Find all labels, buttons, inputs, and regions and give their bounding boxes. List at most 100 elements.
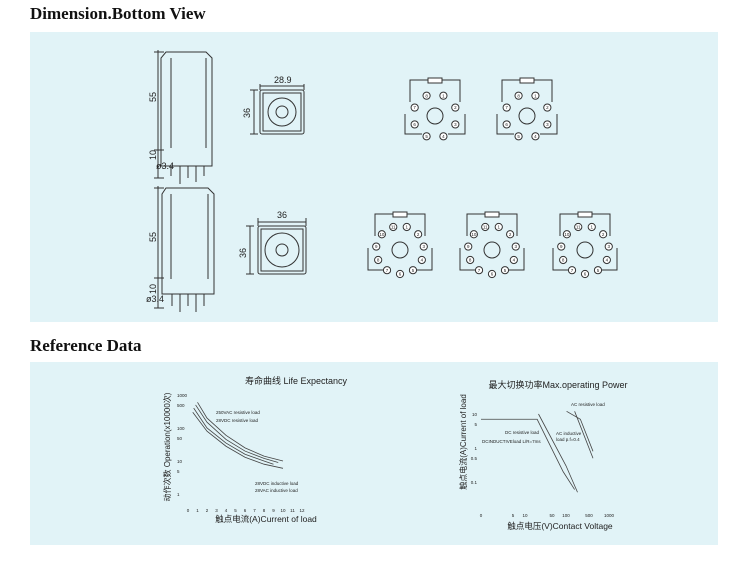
pin-4 [439,132,448,141]
pin-label: 4 [606,258,609,263]
annotation: 28VDC inductive load [255,481,299,486]
pin-label: 2 [454,105,457,110]
pin-label: 5 [517,134,520,139]
pin-6 [580,269,590,279]
pin-label: 1 [591,225,594,230]
x-tick-label: 10 [280,508,286,513]
pin-7 [382,266,392,275]
y-tick-label: 5 [177,469,180,474]
pin-label: 3 [422,244,425,249]
pin-label: 10 [564,232,570,237]
x-tick-label: 100 [562,513,570,518]
pin-label: 4 [534,134,537,139]
pin-10 [562,230,571,239]
pin-10 [469,230,478,239]
y-tick-label: 1000 [177,393,188,398]
socket-key [518,107,536,125]
x-tick-label: 12 [299,508,305,513]
pin-1 [531,91,540,100]
pin-label: 11 [483,225,488,230]
dim-depth-11: 36 [238,248,248,258]
pin-label: 6 [399,272,402,277]
pin-label: 3 [514,244,517,249]
y-axis-label: 动作次数 Operation(x10000次) [162,392,172,501]
pin-11 [574,222,583,232]
pin-label: 5 [412,268,415,273]
pin-4 [509,255,518,265]
pin-11 [481,222,490,232]
x-tick-label: 2 [206,508,209,513]
coil-wire [559,213,611,236]
coil-symbol [427,77,443,84]
section-title-reference: Reference Data [30,336,142,355]
y-tick-label: 10 [472,412,478,417]
side-view-8pin: 55 10 ø3.4 [148,50,213,184]
x-tick-label: 1 [196,508,199,513]
annotation: AC inductive [556,431,582,436]
pin-8 [559,255,568,265]
pin-label: 9 [560,244,563,249]
pin-label: 1 [442,93,445,98]
series-line [574,411,594,459]
wiring-diagram: 1 2 3 4 5 6 7 8 9 10 11 [459,211,525,279]
pin-label: 8 [469,258,472,263]
x-tick-label: 6 [244,508,247,513]
socket-key [391,241,409,259]
coil-symbol [577,211,593,218]
pin-label: 11 [391,225,396,230]
pin-label: 7 [478,268,481,273]
pin-11 [389,222,398,232]
annotation: 250VAC resistive load [216,410,260,415]
pin-6 [502,120,511,129]
pin-3 [511,242,520,251]
coil-wire [466,213,518,236]
y-axis-label: 触点电流(A)Current of load [458,394,468,490]
coil-wire [501,79,553,102]
socket-key [426,107,444,125]
pin-label: 10 [379,232,385,237]
x-tick-label: 0 [480,513,483,518]
pin-label: 5 [425,134,428,139]
series-line [566,410,594,452]
series-line [538,413,578,493]
annotation: DCINDUCTIVEload L/R=7ms [482,439,541,444]
y-tick-label: 1 [177,492,180,497]
annotation: load p.f=0.4 [556,437,580,442]
pin-6 [487,269,497,279]
x-tick-label: 50 [549,513,555,518]
pin-label: 5 [597,268,600,273]
reference-panel: 寿命曲线 Life Expectancy 动作次数 Operation(x1000… [30,362,718,545]
pin-label: 8 [562,258,565,263]
pin-label: 4 [513,258,516,263]
chart-title: 最大切换功率Max.operating Power [488,379,627,390]
dim-width-8: 28.9 [274,75,292,85]
pin-5 [593,266,603,275]
pin-label: 2 [509,232,512,237]
coil-symbol [484,211,500,218]
contact-wire [552,248,618,271]
pin-label: 6 [505,122,508,127]
pin-6 [395,269,405,279]
pin-3 [604,242,613,251]
pin-label: 10 [471,232,477,237]
bottom-view-11pin: 36 36 [238,210,307,275]
chart-title: 寿命曲线 Life Expectancy [245,375,348,386]
contact-wire [404,114,466,135]
pin-2 [599,230,608,239]
dim-pin-dia: ø3.4 [156,161,174,171]
coil-symbol [392,211,408,218]
pin-label: 4 [442,134,445,139]
pin-4 [417,255,426,265]
pin-8 [466,255,475,265]
pin-label: 6 [491,272,494,277]
pin-2 [414,230,423,239]
pin-1 [402,222,411,232]
reference-charts: 寿命曲线 Life Expectancy 动作次数 Operation(x1000… [162,375,628,531]
x-axis-label: 触点电压(V)Contact Voltage [507,521,613,531]
y-tick-label: 500 [177,403,185,408]
wiring-diagram: 1 2 3 4 5 6 7 8 [496,77,558,141]
pin-label: 6 [584,272,587,277]
x-tick-label: 9 [272,508,275,513]
